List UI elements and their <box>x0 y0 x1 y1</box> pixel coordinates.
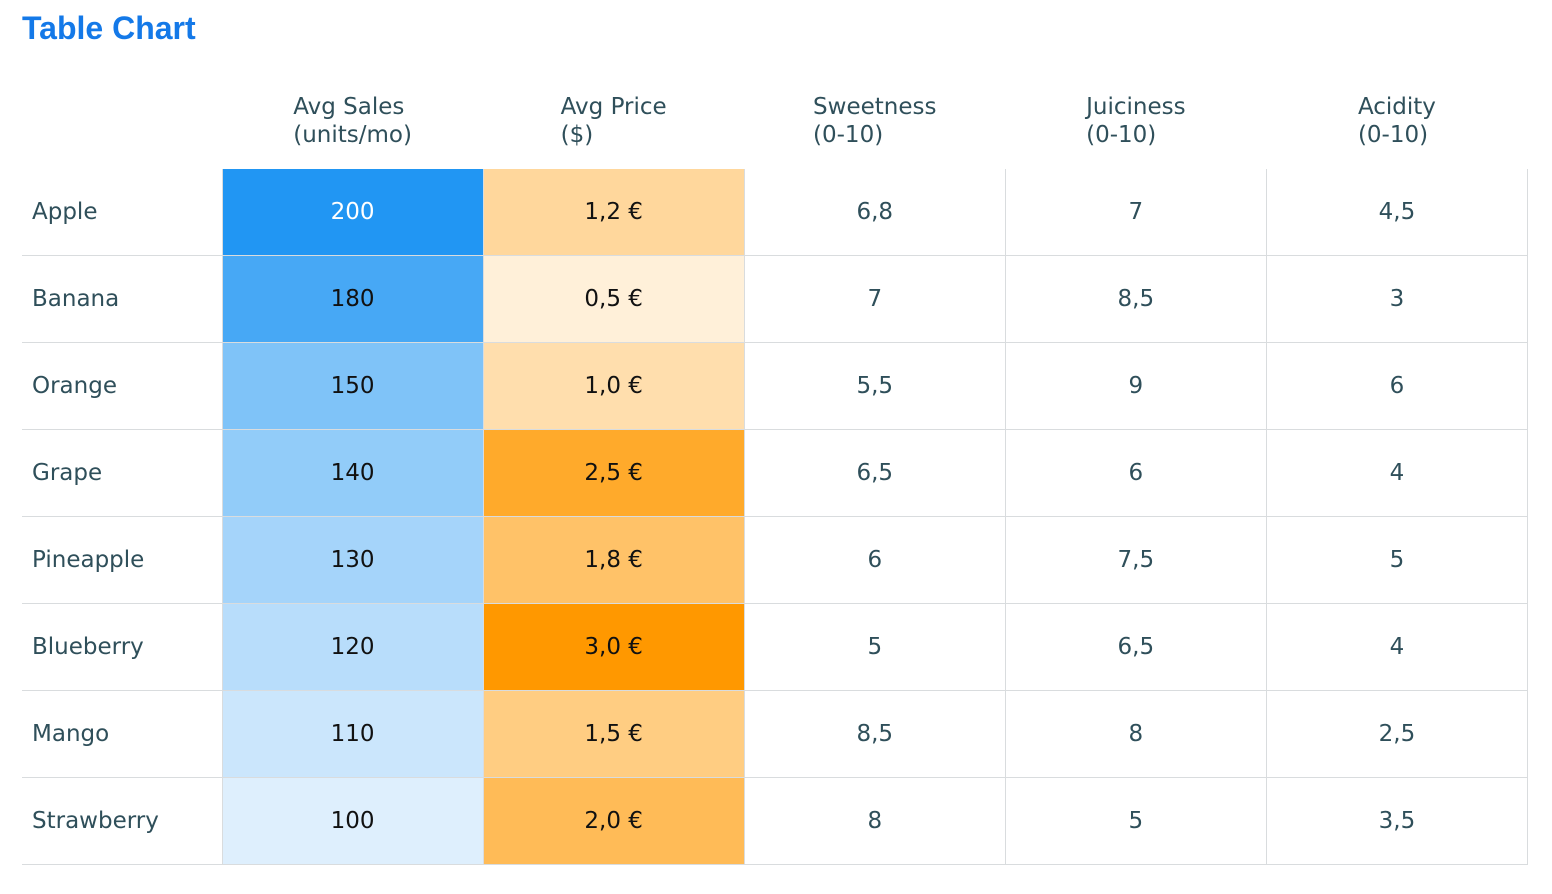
cell-sweetness: 5,5 <box>744 342 1006 430</box>
cell-avg-price: 2,5 € <box>483 429 745 517</box>
cell-acidity: 4 <box>1266 603 1529 691</box>
cell-avg-sales: 140 <box>222 429 484 517</box>
cell-fruit: Strawberry <box>22 777 223 865</box>
table-row: Mango 110 1,5 €8,5 8 2,5 <box>22 690 1529 778</box>
table-row: Blueberry 120 3,0 €5 6,5 4 <box>22 603 1529 691</box>
cell-avg-price: 1,0 € <box>483 342 745 430</box>
cell-fruit: Apple <box>22 165 223 256</box>
header-avg-sales: Avg Sales (units/mo) <box>222 87 484 168</box>
cell-juiciness: 6,5 <box>1005 603 1267 691</box>
cell-acidity: 2,5 <box>1266 690 1529 778</box>
table-row: Banana 180 0,5 €7 8,5 3 <box>22 255 1529 343</box>
cell-avg-sales: 200 <box>222 165 484 256</box>
chart-title: Table Chart <box>22 10 196 46</box>
cell-fruit: Grape <box>22 429 223 517</box>
header-juiciness: Juiciness (0-10) <box>1005 87 1267 168</box>
cell-avg-sales: 130 <box>222 516 484 604</box>
cell-acidity: 3,5 <box>1266 777 1529 865</box>
cell-avg-price: 1,2 € <box>483 165 745 256</box>
header-sweetness: Sweetness (0-10) <box>744 87 1006 168</box>
cell-fruit: Banana <box>22 255 223 343</box>
cell-acidity: 4 <box>1266 429 1529 517</box>
cell-juiciness: 7 <box>1005 165 1267 256</box>
cell-fruit: Orange <box>22 342 223 430</box>
table-row: Apple 200 1,2 €6,8 7 4,5 <box>22 165 1529 256</box>
cell-juiciness: 9 <box>1005 342 1267 430</box>
table-row: Strawberry 100 2,0 €8 5 3,5 <box>22 777 1529 865</box>
header-acidity: Acidity (0-10) <box>1266 87 1528 168</box>
cell-acidity: 4,5 <box>1266 165 1529 256</box>
cell-sweetness: 6,8 <box>744 165 1006 256</box>
header-fruit <box>22 87 223 168</box>
cell-sweetness: 7 <box>744 255 1006 343</box>
cell-avg-price: 1,5 € <box>483 690 745 778</box>
cell-avg-sales: 110 <box>222 690 484 778</box>
header-avg-price: Avg Price ($) <box>483 87 745 168</box>
cell-juiciness: 7,5 <box>1005 516 1267 604</box>
table-row: Orange 150 1,0 €5,5 9 6 <box>22 342 1529 430</box>
cell-avg-price: 0,5 € <box>483 255 745 343</box>
cell-avg-price: 3,0 € <box>483 603 745 691</box>
table-chart: Avg Sales (units/mo) Avg Price ($) Sweetne… <box>22 87 1529 865</box>
cell-juiciness: 5 <box>1005 777 1267 865</box>
cell-fruit: Blueberry <box>22 603 223 691</box>
cell-juiciness: 6 <box>1005 429 1267 517</box>
cell-juiciness: 8 <box>1005 690 1267 778</box>
cell-avg-sales: 150 <box>222 342 484 430</box>
cell-juiciness: 8,5 <box>1005 255 1267 343</box>
cell-sweetness: 6,5 <box>744 429 1006 517</box>
cell-sweetness: 8 <box>744 777 1006 865</box>
table-row: Grape 140 2,5 €6,5 6 4 <box>22 429 1529 517</box>
cell-avg-sales: 120 <box>222 603 484 691</box>
cell-avg-sales: 180 <box>222 255 484 343</box>
cell-acidity: 5 <box>1266 516 1529 604</box>
table-row: Pineapple 130 1,8 €6 7,5 5 <box>22 516 1529 604</box>
cell-avg-price: 2,0 € <box>483 777 745 865</box>
cell-avg-price: 1,8 € <box>483 516 745 604</box>
cell-fruit: Pineapple <box>22 516 223 604</box>
cell-fruit: Mango <box>22 690 223 778</box>
cell-avg-sales: 100 <box>222 777 484 865</box>
cell-acidity: 6 <box>1266 342 1529 430</box>
cell-sweetness: 6 <box>744 516 1006 604</box>
cell-sweetness: 8,5 <box>744 690 1006 778</box>
cell-acidity: 3 <box>1266 255 1529 343</box>
cell-sweetness: 5 <box>744 603 1006 691</box>
header-row: Avg Sales (units/mo) Avg Price ($) Sweetne… <box>22 87 1528 168</box>
